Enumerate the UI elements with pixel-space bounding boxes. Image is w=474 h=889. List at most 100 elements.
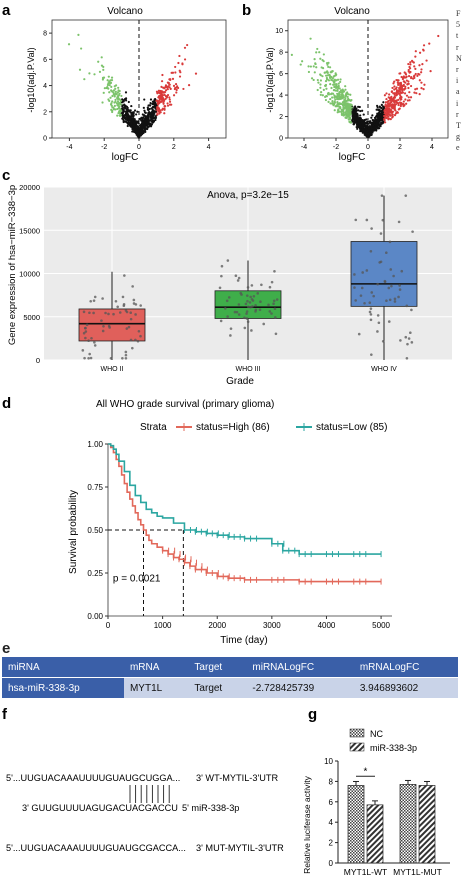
data-point bbox=[400, 269, 404, 273]
y-tick-label: 15000 bbox=[19, 226, 40, 235]
data-point bbox=[405, 79, 408, 82]
data-point bbox=[313, 71, 316, 74]
data-point bbox=[354, 113, 357, 117]
volcano-chart-b: b Volcano -4 -2 0 2 4 0 2 4 6 8 10 logFC -log10(ad… bbox=[242, 2, 449, 163]
data-point bbox=[327, 91, 330, 95]
data-point bbox=[142, 126, 145, 129]
data-point bbox=[171, 71, 175, 74]
data-point bbox=[397, 89, 400, 92]
data-point bbox=[355, 125, 358, 129]
data-point bbox=[93, 73, 96, 76]
data-point bbox=[385, 299, 388, 303]
anova-annotation: Anova, p=3.2e−15 bbox=[207, 190, 289, 201]
data-point bbox=[130, 122, 133, 125]
data-point bbox=[101, 78, 105, 81]
data-point bbox=[409, 96, 413, 99]
data-point bbox=[321, 75, 324, 78]
data-point bbox=[151, 110, 154, 113]
data-point bbox=[388, 298, 392, 302]
data-point bbox=[383, 110, 386, 113]
data-point bbox=[125, 310, 129, 314]
data-point bbox=[319, 79, 323, 82]
x-tick-label: 2000 bbox=[208, 621, 226, 630]
data-point bbox=[118, 107, 121, 110]
data-point bbox=[121, 295, 125, 299]
panel-g: g NC miR-338-3p 0 2 4 6 8 10 MYT1L-WT MYT1L-MUT *… bbox=[296, 705, 456, 884]
data-point bbox=[379, 123, 382, 126]
y-tick-label: 0.75 bbox=[87, 483, 103, 492]
data-point bbox=[123, 97, 127, 101]
data-point bbox=[150, 117, 153, 120]
data-point bbox=[373, 123, 376, 126]
data-point bbox=[329, 83, 332, 86]
data-point bbox=[411, 77, 415, 80]
data-point bbox=[385, 92, 388, 95]
data-point bbox=[151, 102, 154, 106]
data-point bbox=[307, 70, 311, 74]
data-point bbox=[235, 310, 239, 314]
data-point bbox=[359, 128, 362, 131]
data-point bbox=[415, 87, 419, 90]
data-point bbox=[124, 120, 128, 123]
data-point bbox=[398, 86, 401, 90]
data-point bbox=[371, 114, 374, 117]
data-point bbox=[376, 314, 380, 317]
data-point bbox=[130, 125, 133, 128]
data-point bbox=[111, 90, 114, 93]
table-header-cell: mRNALogFC bbox=[353, 657, 458, 678]
data-point bbox=[314, 62, 317, 66]
data-point bbox=[399, 101, 402, 104]
data-point bbox=[118, 311, 122, 314]
data-point bbox=[143, 111, 147, 114]
data-point bbox=[116, 100, 120, 103]
data-point bbox=[393, 85, 396, 88]
data-point bbox=[329, 97, 332, 101]
data-point bbox=[172, 84, 176, 87]
data-point bbox=[381, 113, 384, 116]
data-point bbox=[331, 96, 334, 99]
data-point bbox=[414, 72, 417, 76]
data-point bbox=[107, 324, 111, 328]
y-axis-label: Relative luciferase activity bbox=[302, 775, 312, 874]
censor-marks bbox=[162, 547, 382, 585]
data-point bbox=[245, 312, 248, 315]
data-point bbox=[397, 295, 400, 299]
data-point bbox=[93, 344, 97, 347]
data-point bbox=[155, 104, 158, 107]
box-who-ii bbox=[78, 308, 146, 342]
data-point bbox=[177, 86, 180, 90]
data-point bbox=[272, 299, 276, 303]
data-point bbox=[347, 103, 350, 106]
data-point bbox=[333, 102, 336, 105]
data-point bbox=[337, 84, 340, 88]
data-point bbox=[114, 299, 118, 303]
data-point bbox=[359, 294, 363, 297]
data-point bbox=[370, 121, 374, 125]
data-point bbox=[342, 103, 345, 107]
data-point bbox=[309, 37, 312, 40]
data-point bbox=[324, 95, 327, 99]
legend-swatch bbox=[349, 728, 365, 738]
data-point bbox=[234, 274, 238, 278]
data-point bbox=[163, 112, 166, 115]
data-point bbox=[344, 85, 347, 88]
data-point bbox=[344, 97, 347, 100]
data-point bbox=[359, 117, 362, 120]
data-point bbox=[385, 97, 388, 101]
data-point bbox=[366, 130, 369, 133]
data-point bbox=[349, 109, 352, 113]
x-tick-label: 1000 bbox=[154, 621, 172, 630]
data-point bbox=[383, 94, 387, 97]
data-point bbox=[268, 285, 272, 289]
data-point bbox=[352, 123, 355, 126]
data-point bbox=[404, 194, 408, 197]
data-point bbox=[135, 133, 138, 136]
y-axis-label: Survival probability bbox=[68, 490, 79, 574]
data-point bbox=[358, 120, 361, 123]
data-point bbox=[118, 98, 121, 101]
data-point bbox=[109, 96, 112, 99]
data-point bbox=[146, 117, 149, 120]
legend-swatch bbox=[349, 742, 365, 752]
panel-label-f: f bbox=[2, 706, 8, 723]
volcano-chart-a: a Volcano -4 -2 0 2 4 0 2 4 6 8 logFC -log10(adj.… bbox=[2, 2, 227, 163]
